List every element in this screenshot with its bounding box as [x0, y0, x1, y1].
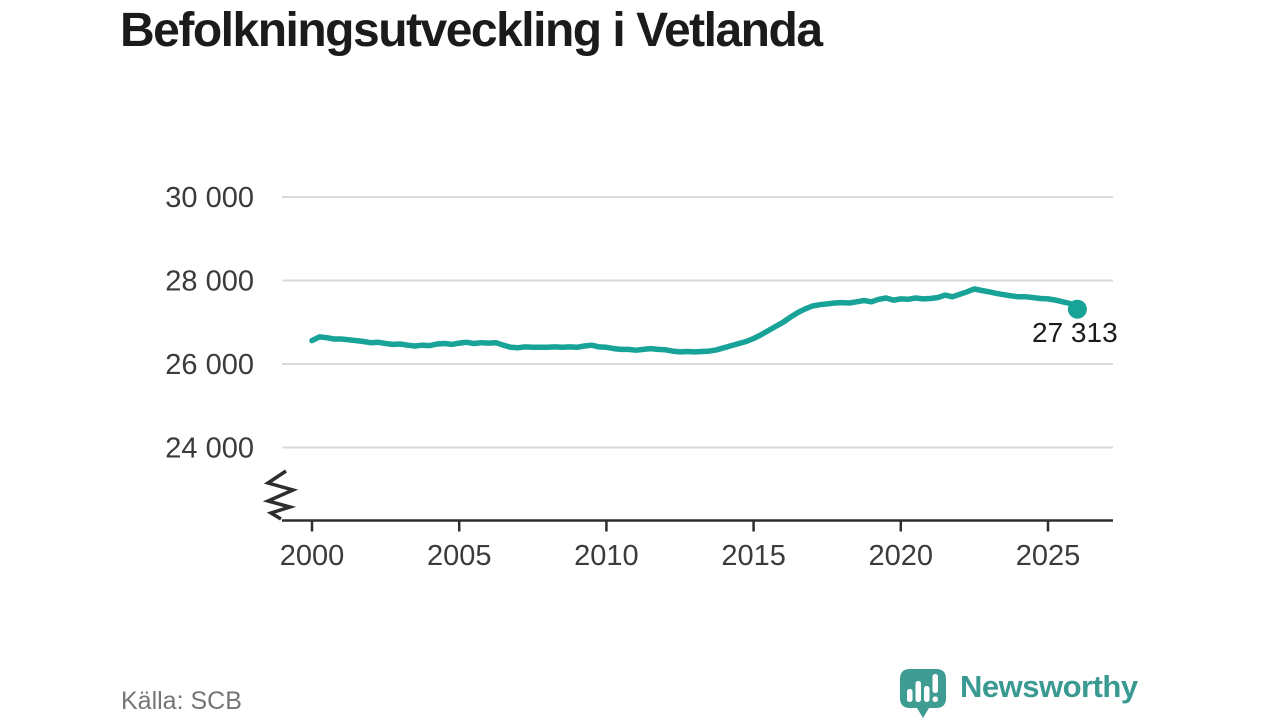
endpoint-dot [1067, 299, 1087, 319]
source-caption: Källa: SCB [121, 687, 242, 715]
newsworthy-wordmark: Newsworthy [960, 669, 1138, 704]
x-tick-label: 2005 [427, 540, 492, 572]
y-tick-label: 24 000 [165, 433, 254, 465]
x-tick-label: 2010 [574, 540, 639, 572]
x-tick-label: 2020 [869, 540, 934, 572]
newsworthy-logo: Newsworthy [899, 667, 1138, 720]
x-tick-label: 2025 [1016, 540, 1081, 572]
x-tick-label: 2000 [280, 540, 345, 572]
chart-title: Befolkningsutveckling i Vetlanda [120, 4, 823, 57]
newsworthy-bubble-barchart-icon [900, 669, 946, 718]
y-tick-label: 30 000 [165, 182, 254, 214]
population-line [309, 286, 1081, 355]
axis-break-icon [262, 469, 299, 521]
y-tick-label: 28 000 [165, 266, 254, 298]
y-tick-label: 26 000 [165, 349, 254, 381]
x-tick-label: 2015 [721, 540, 786, 572]
endpoint-value-label: 27 313 [1032, 317, 1118, 348]
